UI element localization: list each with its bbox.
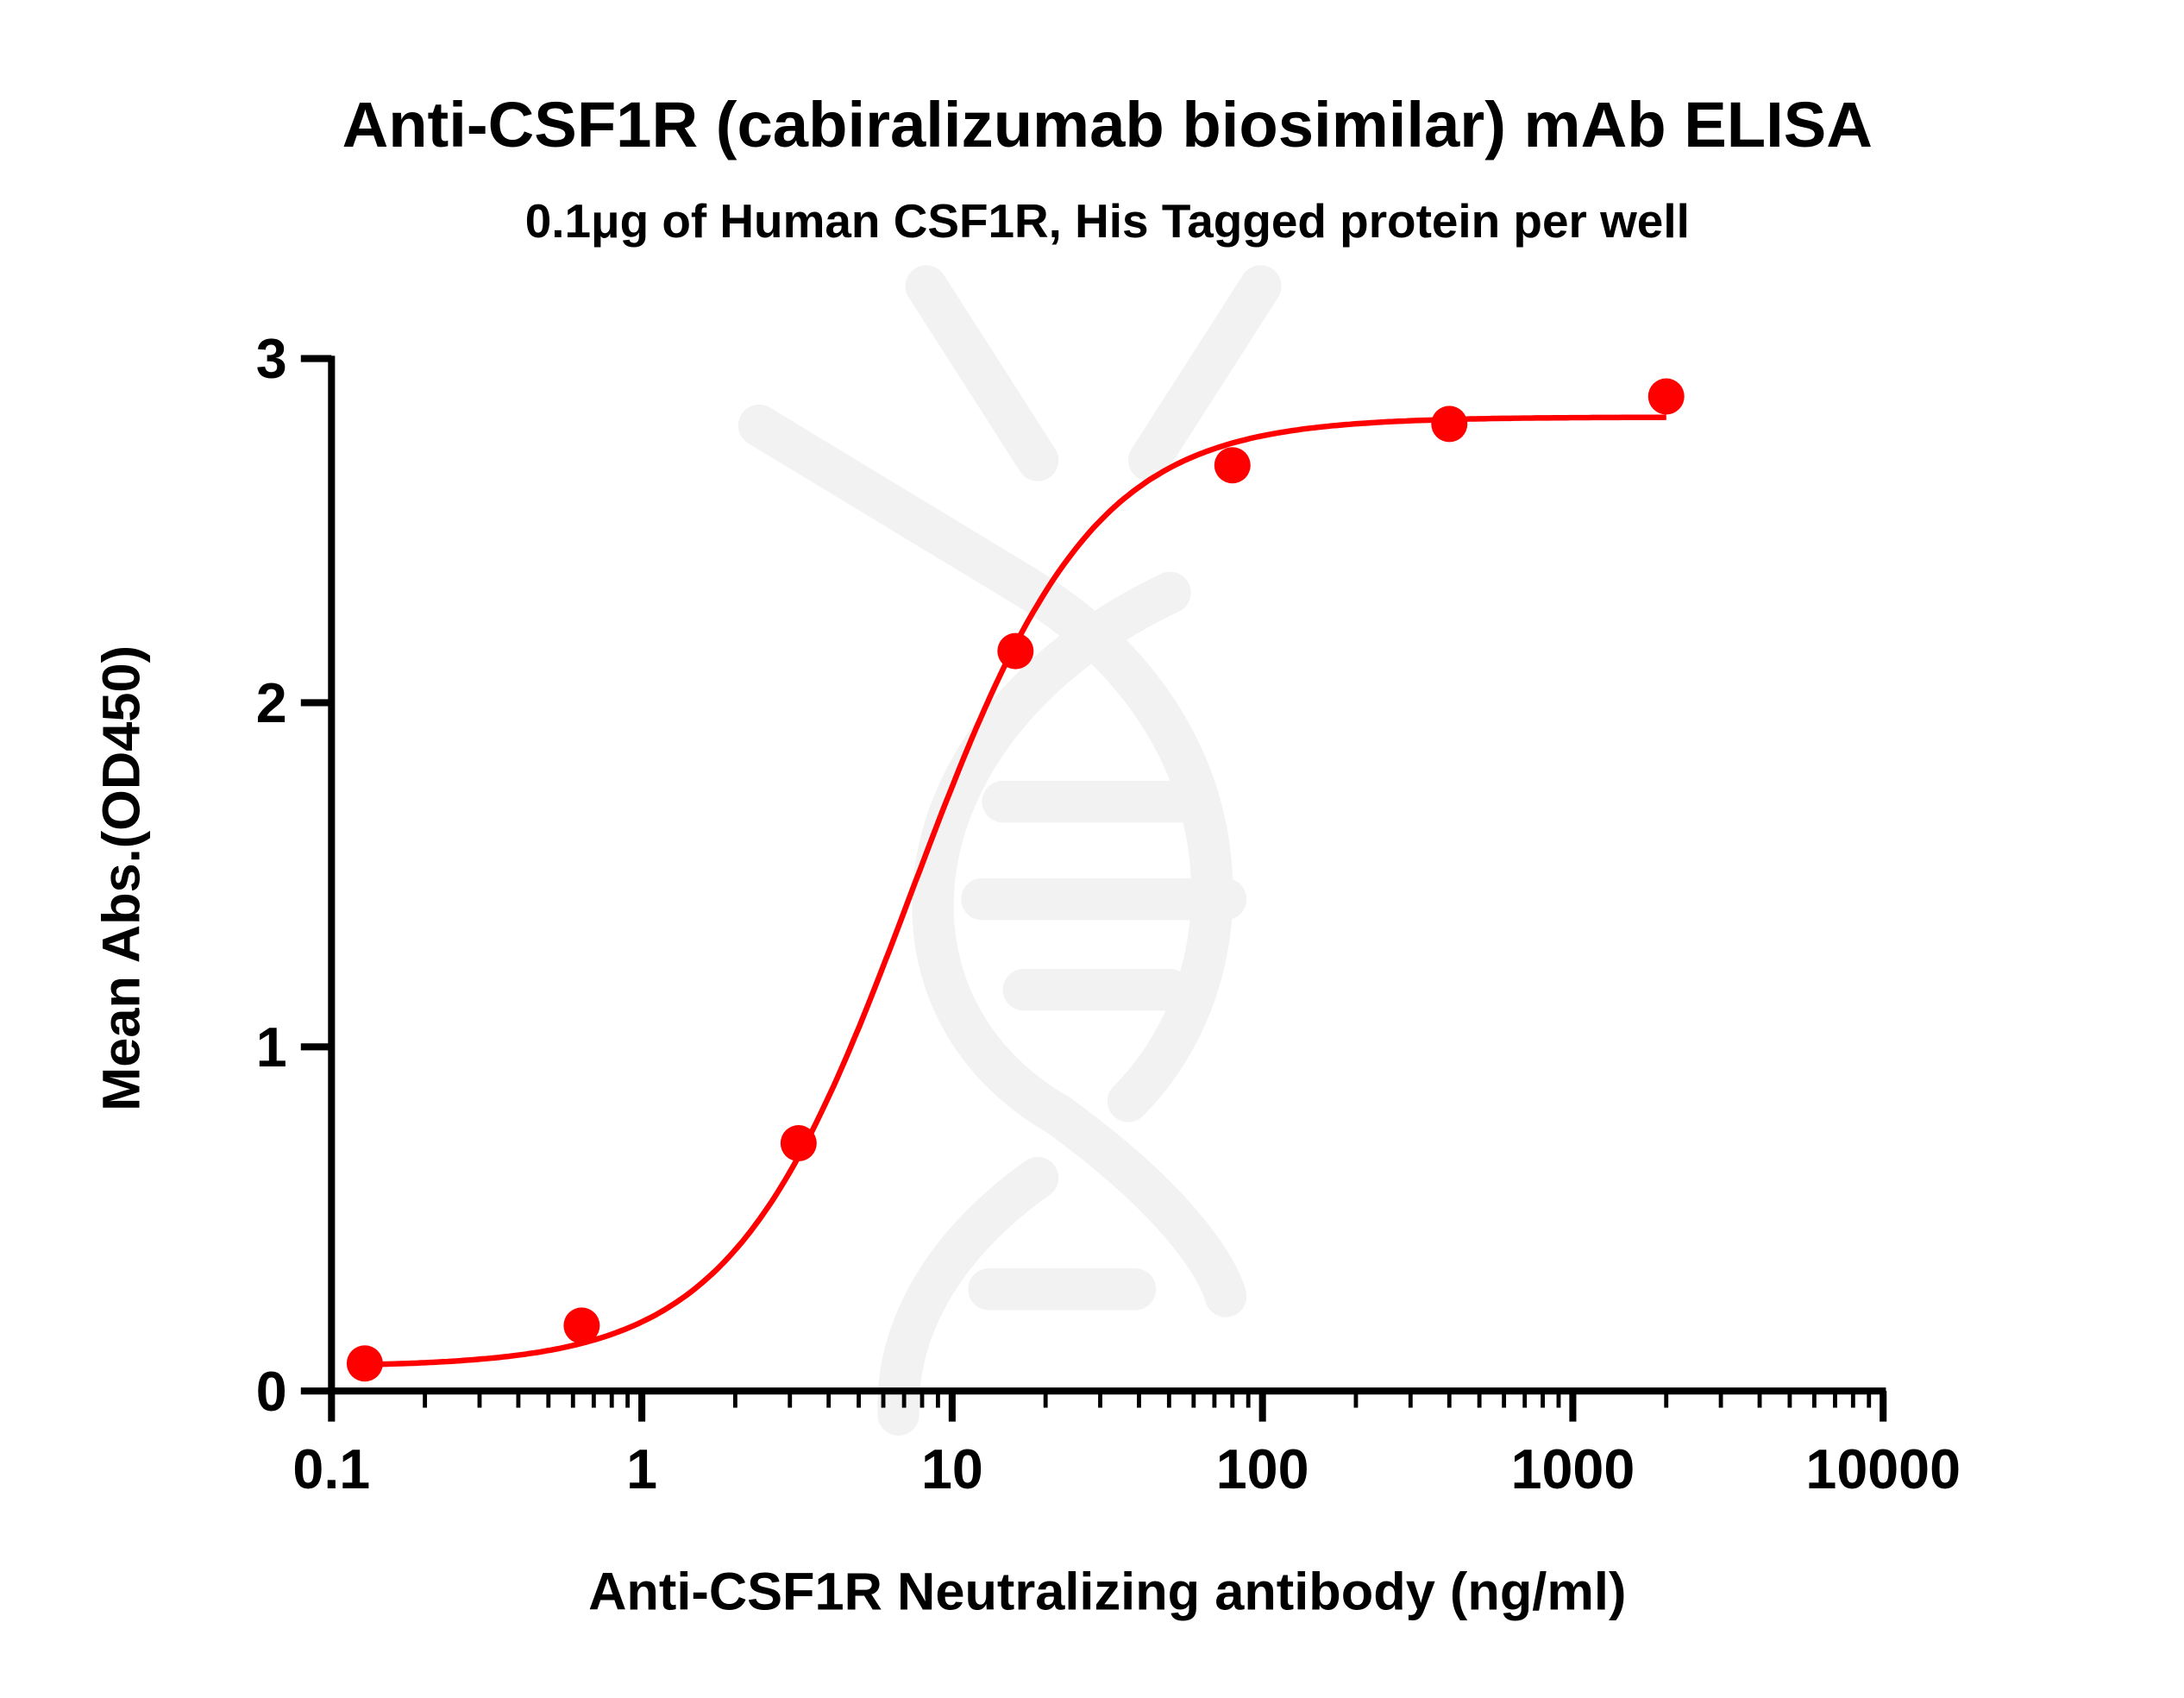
- x-tick-label: 100: [1216, 1438, 1309, 1500]
- data-point: [1431, 406, 1468, 443]
- data-point: [346, 1345, 383, 1382]
- data-point: [563, 1307, 600, 1344]
- axes: 0.1 1 10 100 1000 10000 0 1 2 3: [256, 328, 1961, 1500]
- x-axis-label: Anti-CSF1R Neutralizing antibody (ng/ml): [588, 1563, 1626, 1622]
- x-tick-label: 1000: [1511, 1438, 1635, 1500]
- data-points: [346, 378, 1685, 1382]
- y-tick-label: 1: [256, 1016, 287, 1079]
- data-point: [1214, 447, 1251, 484]
- data-point: [1647, 378, 1685, 415]
- x-tick-label: 10: [921, 1438, 983, 1500]
- dna-watermark: [737, 265, 1282, 1436]
- data-point: [997, 632, 1034, 670]
- chart-subtitle: 0.1μg of Human CSF1R, His Tagged protein…: [525, 194, 1690, 248]
- x-tick-label: 1: [626, 1438, 657, 1500]
- data-point: [780, 1124, 817, 1161]
- y-tick-label: 0: [256, 1361, 287, 1423]
- y-axis-label: Mean Abs.(OD450): [91, 645, 151, 1111]
- y-tick-label: 2: [256, 672, 287, 734]
- x-tick-label: 10000: [1805, 1438, 1961, 1500]
- chart-title: Anti-CSF1R (cabiralizumab biosimilar) mA…: [342, 89, 1873, 160]
- x-tick-label: 0.1: [292, 1438, 370, 1500]
- y-tick-label: 3: [256, 328, 287, 390]
